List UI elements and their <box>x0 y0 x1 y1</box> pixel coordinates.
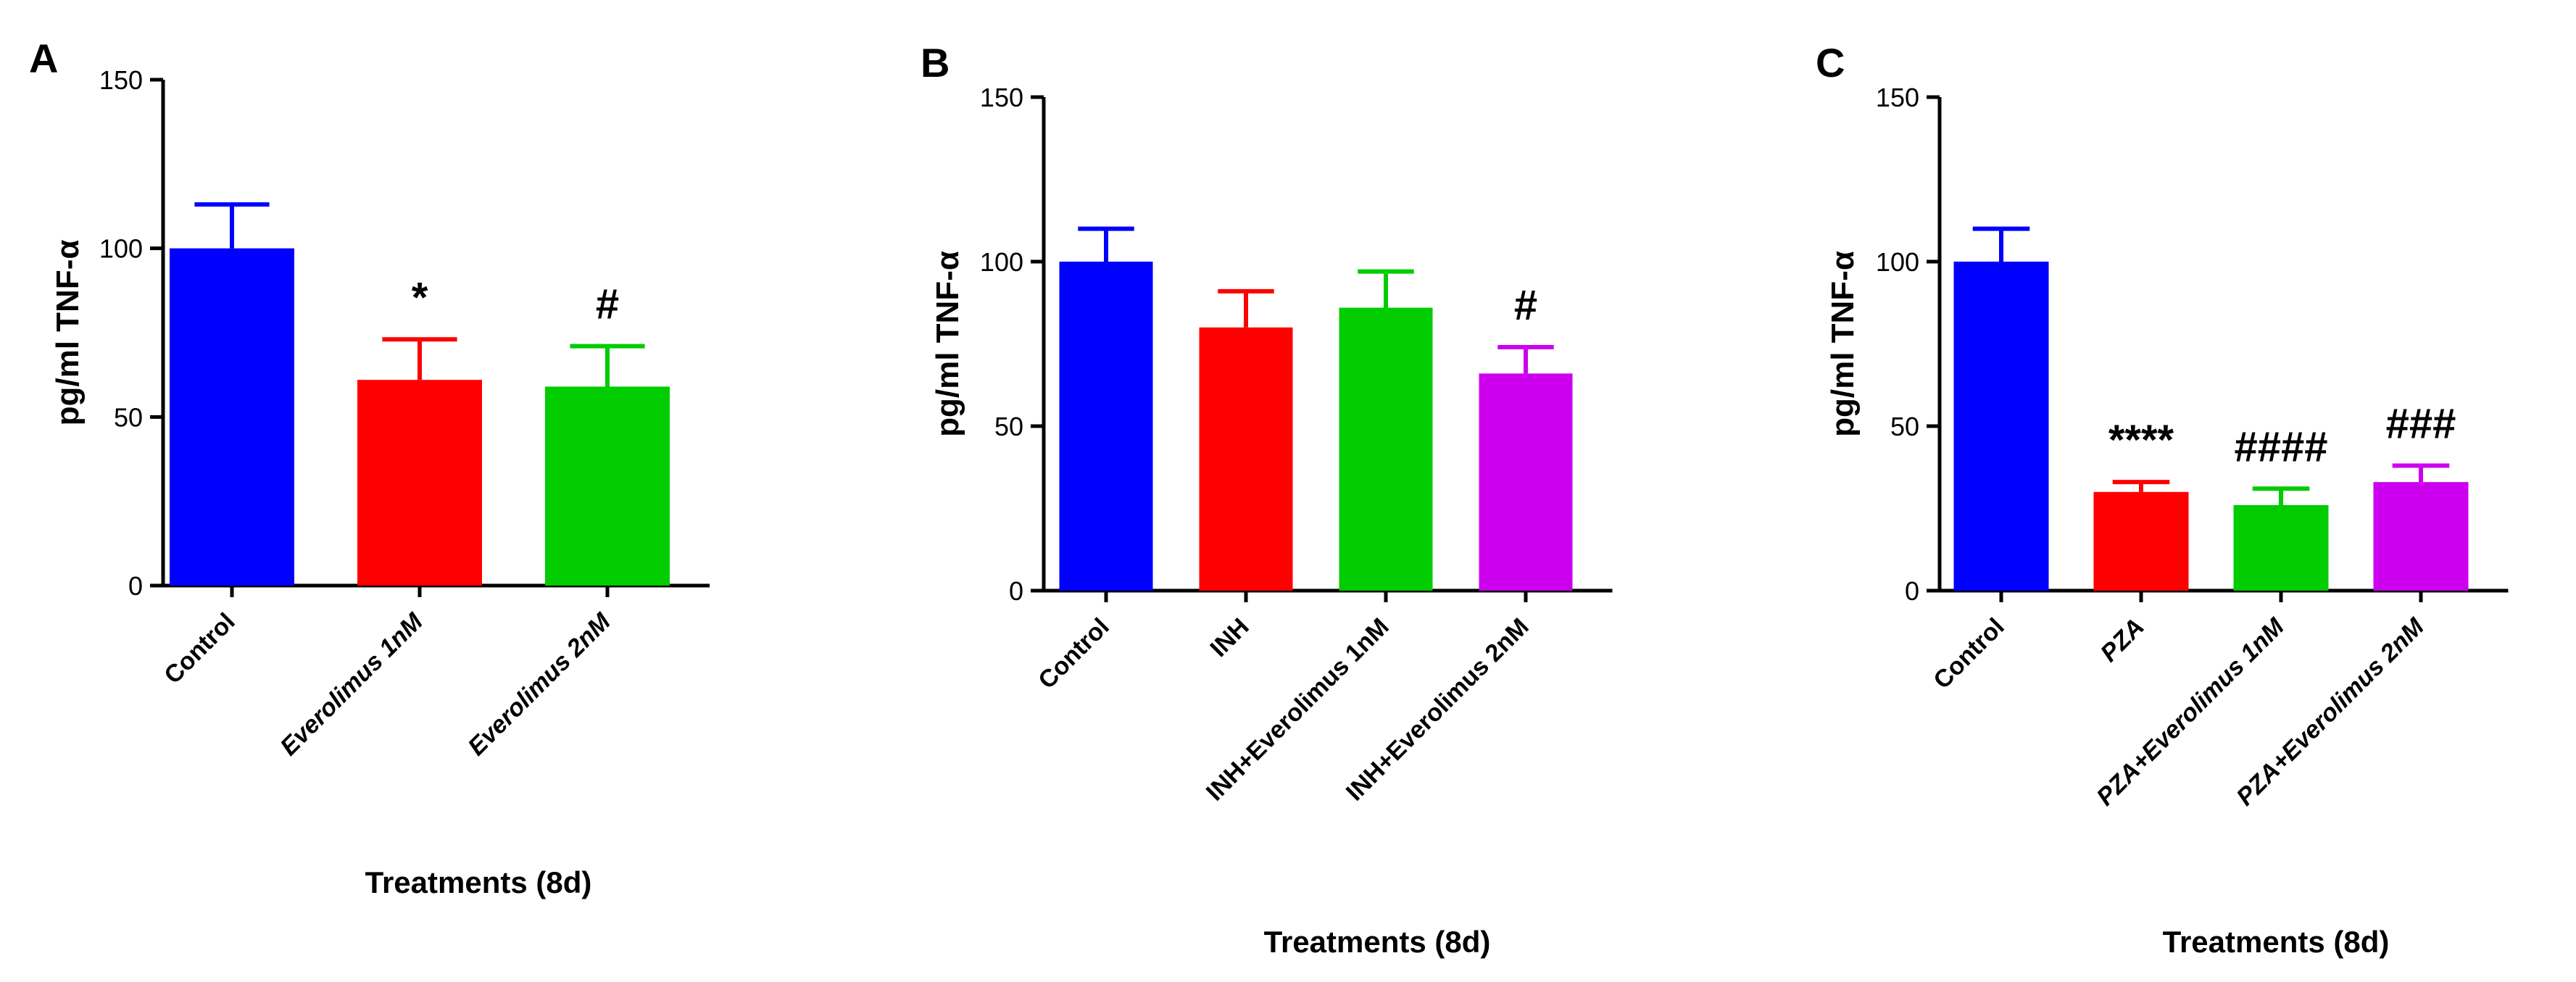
bar <box>170 248 294 586</box>
y-tick-label: 150 <box>1876 83 1919 112</box>
significance-label: ### <box>2386 400 2456 447</box>
y-tick-label: 100 <box>99 234 143 264</box>
x-axis-label: Treatments (8d) <box>365 865 592 899</box>
significance-label: # <box>596 281 619 328</box>
category-label: Control <box>1033 613 1114 694</box>
bar <box>1479 373 1573 591</box>
bar <box>357 380 482 586</box>
panel-letter: B <box>921 40 950 86</box>
significance-label: **** <box>2108 417 2174 464</box>
category-label: Control <box>159 608 240 689</box>
y-tick-label: 50 <box>1890 412 1919 441</box>
significance-label: * <box>412 274 428 321</box>
y-tick-label: 0 <box>128 571 143 601</box>
bar <box>1953 262 2049 591</box>
y-tick-label: 0 <box>1905 576 1919 606</box>
significance-label: # <box>1514 282 1537 329</box>
bar <box>1059 262 1153 591</box>
category-label: PZA <box>2095 613 2150 667</box>
bar <box>1339 307 1433 591</box>
bar <box>1199 327 1293 591</box>
y-axis-label: pg/ml TNF-α <box>50 240 86 426</box>
panel-a: A 0 50 100 150 pg/ml TNF-α Control * Everolimus … <box>29 36 710 899</box>
category-label: INH <box>1205 613 1254 662</box>
category-label: Everolimus 2nM <box>462 607 616 761</box>
category-label: Control <box>1928 613 2009 694</box>
y-tick-label: 0 <box>1009 576 1023 606</box>
bar <box>2233 504 2329 591</box>
y-tick-label: 100 <box>1876 247 1919 277</box>
panel-letter: A <box>29 36 58 81</box>
bar <box>2373 482 2469 591</box>
y-tick-label: 50 <box>994 412 1023 441</box>
y-tick-label: 150 <box>99 65 143 95</box>
bar <box>545 386 670 586</box>
panel-letter: C <box>1816 40 1845 86</box>
y-axis-label: pg/ml TNF-α <box>930 251 965 437</box>
y-axis-label: pg/ml TNF-α <box>1825 251 1861 437</box>
significance-label: #### <box>2234 423 2327 470</box>
bar <box>2093 491 2189 591</box>
category-label: Everolimus 1nM <box>275 607 428 761</box>
y-tick-label: 150 <box>980 83 1023 112</box>
x-axis-label: Treatments (8d) <box>1264 925 1491 959</box>
y-tick-label: 100 <box>980 247 1023 277</box>
x-axis-label: Treatments (8d) <box>2163 925 2390 959</box>
y-tick-label: 50 <box>114 402 143 432</box>
